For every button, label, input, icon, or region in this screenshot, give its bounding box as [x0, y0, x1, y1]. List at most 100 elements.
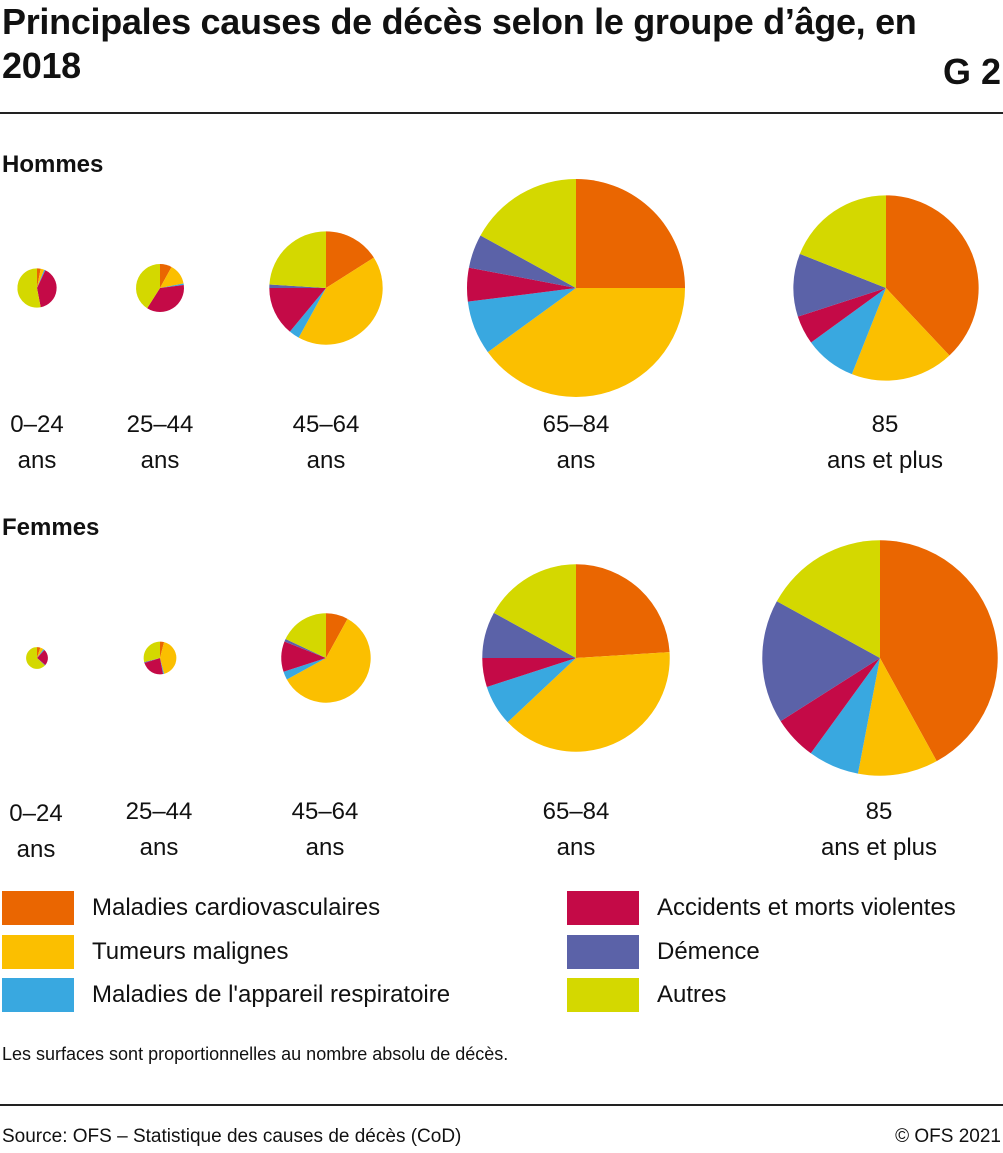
men-slice-45-64-respi: [289, 288, 326, 338]
men-pie-25-44: [136, 264, 184, 312]
women-slice-65-84-tumeurs: [507, 652, 670, 752]
men-slice-0-24-tumeurs: [37, 268, 45, 288]
women-slice-45-64-respi: [283, 658, 326, 680]
legend-swatch-tumeurs: [2, 935, 74, 969]
women-slice-45-64-demence: [284, 638, 326, 658]
women-slice-0-24-autres: [26, 647, 45, 669]
legend-label-tumeurs: Tumeurs malignes: [92, 938, 289, 965]
women-pie-45-64: [281, 613, 371, 703]
legend-label-demence: Démence: [657, 938, 760, 965]
men-section-title: Hommes: [2, 151, 104, 178]
men-slice-85-plus-cardio: [886, 195, 979, 356]
women-slice-65-84-autres: [493, 564, 576, 658]
women-slice-25-44-tumeurs: [160, 642, 177, 674]
men-pie-45-64: [269, 231, 383, 345]
women-slice-65-84-respi: [486, 658, 576, 723]
legend-label-cardio: Maladies cardiovasculaires: [92, 894, 381, 921]
men-slice-65-84-cardio: [576, 179, 685, 288]
women-slice-65-84-cardio: [576, 564, 670, 658]
women-slice-85-plus-autres: [776, 540, 880, 658]
men-age-label-65-84: 65–84 ans: [542, 411, 610, 474]
women-slice-25-44-accidents: [144, 658, 164, 675]
women-slice-65-84-accidents: [482, 658, 576, 687]
men-age-label-25-44: 25–44 ans: [126, 411, 194, 474]
women-section-title: Femmes: [2, 514, 100, 541]
chart-title: Principales causes de décès selon le gro…: [2, 1, 917, 86]
footer-rule: [0, 1104, 1003, 1106]
women-slice-45-64-accidents: [281, 641, 326, 672]
men-slice-25-44-tumeurs: [160, 266, 184, 288]
men-slice-45-64-cardio: [326, 231, 374, 288]
men-age-label-85-plus: 85 ans et plus: [826, 411, 944, 474]
men-slice-45-64-autres: [269, 231, 326, 288]
men-slice-0-24-cardio: [37, 268, 41, 288]
legend-label-respi: Maladies de l'appareil respiratoire: [92, 981, 451, 1008]
women-pies: [26, 540, 998, 776]
legend-swatch-cardio: [2, 891, 74, 925]
women-slice-0-24-cardio: [37, 647, 41, 658]
women-pie-85-plus: [762, 540, 998, 776]
men-pie-65-84: [467, 179, 685, 397]
men-pie-0-24: [17, 268, 57, 308]
men-slice-0-24-accidents: [37, 270, 57, 308]
men-slice-65-84-respi: [467, 288, 576, 353]
women-slice-0-24-respi: [37, 649, 45, 658]
legend-item-cardio: Maladies cardiovasculaires: [2, 891, 380, 925]
women-slice-0-24-tumeurs: [37, 647, 44, 658]
legend-swatch-autres: [567, 978, 639, 1012]
women-slice-25-44-cardio: [160, 641, 165, 658]
women-slice-85-plus-respi: [810, 658, 880, 774]
chart-note: Les surfaces sont proportionnelles au no…: [2, 1044, 509, 1064]
men-slice-25-44-cardio: [160, 264, 172, 288]
legend-label-autres: Autres: [657, 981, 727, 1008]
men-age-label-0-24: 0–24 ans: [10, 411, 64, 474]
legend-swatch-demence: [567, 935, 639, 969]
women-slice-85-plus-demence: [762, 601, 880, 722]
women-slice-85-plus-tumeurs: [857, 658, 937, 776]
women-slice-45-64-autres: [285, 613, 326, 658]
men-pie-85-plus: [793, 195, 979, 381]
women-slice-45-64-cardio: [326, 613, 348, 658]
women-age-label-45-64: 45–64 ans: [291, 798, 359, 861]
men-slice-65-84-demence: [468, 235, 576, 288]
men-pies: [17, 179, 979, 397]
women-pie-0-24: [26, 647, 48, 669]
women-slice-25-44-respi: [160, 658, 165, 675]
men-slice-0-24-respi: [37, 269, 46, 288]
men-slice-85-plus-respi: [811, 288, 886, 375]
women-pie-25-44: [143, 641, 177, 675]
women-pie-65-84: [482, 564, 670, 752]
women-slice-0-24-accidents: [37, 650, 48, 665]
women-slice-25-44-autres: [143, 641, 160, 663]
legend-item-tumeurs: Tumeurs malignes: [2, 935, 289, 969]
women-slice-65-84-demence: [482, 612, 576, 658]
women-slice-85-plus-cardio: [880, 540, 998, 762]
women-age-label-0-24: 0–24 ans: [9, 800, 63, 863]
men-slice-85-plus-tumeurs: [851, 288, 950, 381]
men-slice-45-64-accidents: [269, 288, 326, 332]
copyright-text: © OFS 2021: [895, 1126, 1001, 1147]
women-slice-85-plus-accidents: [780, 658, 880, 754]
men-slice-45-64-tumeurs: [298, 257, 383, 345]
legend-label-accidents: Accidents et morts violentes: [657, 894, 956, 921]
men-slice-25-44-autres: [136, 264, 160, 309]
men-slice-65-84-autres: [480, 179, 576, 288]
header-rule: [0, 112, 1003, 114]
women-slice-0-24-demence: [37, 658, 46, 666]
men-age-label-45-64: 45–64 ans: [292, 411, 360, 474]
pie-charts-canvas: [17, 179, 998, 776]
men-slice-85-plus-demence: [793, 253, 886, 317]
women-age-label-65-84: 65–84 ans: [542, 798, 610, 861]
source-text: Source: OFS – Statistique des causes de …: [2, 1126, 462, 1147]
legend-item-demence: Démence: [567, 935, 760, 969]
legend-item-autres: Autres: [567, 978, 726, 1012]
men-slice-25-44-accidents: [147, 284, 184, 312]
men-slice-85-plus-accidents: [797, 288, 886, 343]
women-slice-25-44-demence: [144, 658, 160, 664]
legend-item-respi: Maladies de l'appareil respiratoire: [2, 978, 450, 1012]
legend-swatch-respi: [2, 978, 74, 1012]
women-age-label-85-plus: 85 ans et plus: [820, 798, 938, 861]
men-slice-25-44-respi: [160, 283, 184, 288]
men-slice-45-64-demence: [269, 284, 326, 288]
men-slice-0-24-autres: [17, 268, 41, 308]
